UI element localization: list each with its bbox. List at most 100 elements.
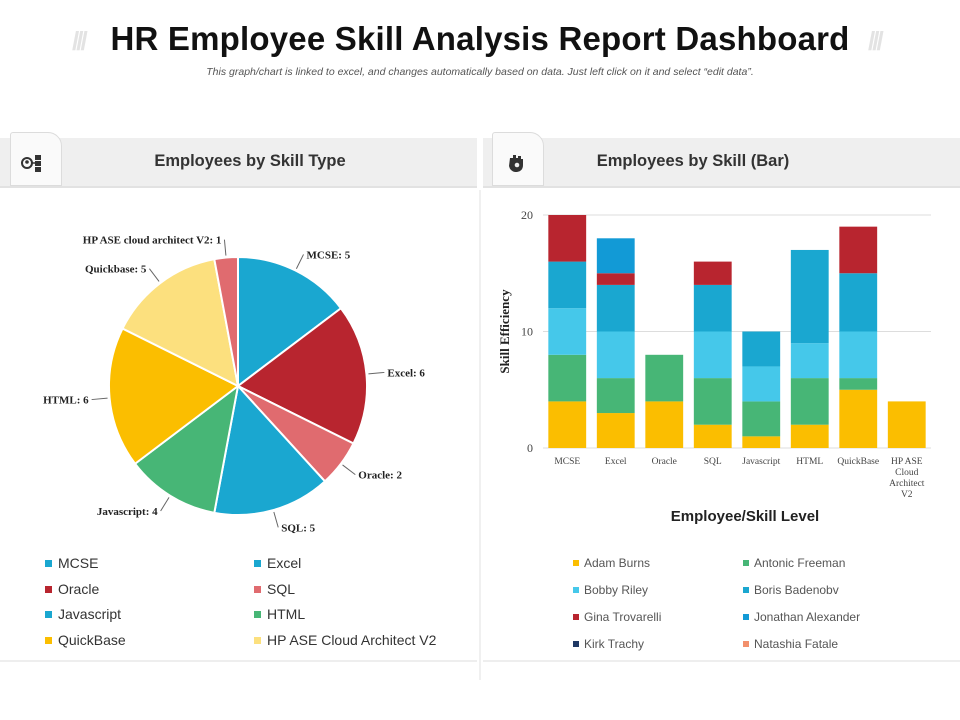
y-tick-label: 10 xyxy=(521,325,533,339)
bar-segment-sql-gina-trovarelli xyxy=(693,261,732,285)
legend-swatch xyxy=(254,611,261,618)
legend-label: SQL xyxy=(267,580,296,597)
legend-label: Bobby Riley xyxy=(584,583,649,597)
title-decoration-left: /// xyxy=(72,26,88,56)
bar-segment-quickbase-gina-trovarelli xyxy=(839,226,878,274)
legend-swatch xyxy=(573,614,579,620)
legend-label: Boris Badenobv xyxy=(754,583,839,597)
legend-label: HTML xyxy=(267,606,306,622)
legend-swatch xyxy=(45,560,52,567)
x-tick-label-quickbase: QuickBase xyxy=(837,457,879,467)
legend-label: Javascript xyxy=(58,606,122,622)
bar-segment-mcse-adam-burns xyxy=(548,401,587,448)
pie-label-hp-ase-cloud-architect-v2: HP ASE cloud architect V2: 1 xyxy=(83,235,222,247)
legend-swatch xyxy=(743,614,749,620)
bar-segment-javascript-antonic-freeman xyxy=(742,401,781,437)
skill-bar-panel-title: Employees by Skill (Bar) xyxy=(596,152,790,170)
skill-bar-chart: 0 10 20 Skill Efficiency MCSE Excel Oracle SQL J… xyxy=(497,208,931,500)
legend-label: Jonathan Alexander xyxy=(754,610,861,624)
legend-label: Kirk Trachy xyxy=(584,637,645,651)
bar-x-axis-title: Employee/Skill Level xyxy=(670,508,820,525)
pie-leader-line xyxy=(368,371,385,375)
legend-label: Gina Trovarelli xyxy=(584,610,662,624)
legend-swatch xyxy=(743,641,749,647)
x-tick-label-excel: Excel xyxy=(605,457,627,467)
legend-swatch xyxy=(254,636,261,644)
skill-bar-panel-tab xyxy=(492,132,544,186)
bar-segment-hp-ase-cloud-architect-v2-adam-burns xyxy=(887,401,926,448)
pie-leader-line xyxy=(149,268,160,282)
bar-segment-mcse-gina-trovarelli xyxy=(548,215,587,262)
legend-label: Antonic Freeman xyxy=(754,556,846,570)
x-tick-label-sql: SQL xyxy=(704,457,722,467)
bar-segment-html-antonic-freeman xyxy=(790,378,829,425)
bar-segment-html-boris-badenobv xyxy=(790,249,829,344)
legend-swatch xyxy=(45,585,52,593)
left-panel-bottom-border xyxy=(0,660,477,662)
bar-segment-excel-boris-badenobv xyxy=(596,284,635,332)
bar-segment-html-bobby-riley xyxy=(790,343,829,379)
skill-type-panel-title: Employees by Skill Type xyxy=(154,152,346,170)
legend-swatch xyxy=(254,585,261,593)
pie-leader-line xyxy=(223,239,227,256)
legend-label: Excel xyxy=(267,555,302,571)
pie-label-javascript: Javascript: 4 xyxy=(97,506,158,518)
pie-label-quickbase: Quickbase: 5 xyxy=(85,264,147,276)
bar-segment-quickbase-antonic-freeman xyxy=(839,378,878,390)
y-tick-label: 20 xyxy=(521,208,533,222)
bar-segment-mcse-bobby-riley xyxy=(548,308,587,355)
pie-label-sql: SQL: 5 xyxy=(281,522,315,534)
bar-segment-html-adam-burns xyxy=(790,424,829,448)
legend-swatch xyxy=(743,560,749,566)
bar-segment-javascript-adam-burns xyxy=(742,436,781,448)
people-org-icon xyxy=(18,148,48,178)
bar-segment-excel-gina-trovarelli xyxy=(596,273,635,285)
bar-segment-sql-antonic-freeman xyxy=(693,378,732,425)
x-tick-label-mcse: MCSE xyxy=(554,457,580,467)
pie-leader-line xyxy=(342,464,356,475)
bar-segment-mcse-antonic-freeman xyxy=(548,354,587,402)
pie-slice-quickbase xyxy=(121,258,240,388)
legend-label: Adam Burns xyxy=(584,556,651,570)
y-axis-title: Skill Efficiency xyxy=(497,289,512,374)
pie-label-html: HTML: 6 xyxy=(43,395,89,407)
pie-slice-sql xyxy=(213,383,327,516)
pie-slice-mcse xyxy=(237,255,343,389)
legend-swatch xyxy=(743,587,749,593)
panel-divider xyxy=(479,190,481,680)
bar-segment-excel-jonathan-alexander xyxy=(596,238,635,274)
legend-label: Natashia Fatale xyxy=(754,637,839,651)
bar-segment-mcse-boris-badenobv xyxy=(548,261,587,309)
legend-swatch xyxy=(45,611,52,618)
y-tick-label: 0 xyxy=(527,441,533,455)
pie-slice-javascript xyxy=(133,383,240,514)
pie-leader-line xyxy=(91,397,108,401)
bar-segment-javascript-bobby-riley xyxy=(742,366,781,402)
bar-segment-excel-antonic-freeman xyxy=(596,378,635,414)
legend-swatch xyxy=(254,560,261,567)
legend-swatch xyxy=(45,636,52,644)
bar-segment-quickbase-adam-burns xyxy=(839,389,878,448)
legend-label: MCSE xyxy=(58,555,99,571)
x-tick-label-html: HTML xyxy=(796,457,823,467)
skill-type-panel-header xyxy=(0,138,477,188)
bar-segment-oracle-adam-burns xyxy=(645,401,684,448)
pie-slice-html xyxy=(108,327,240,466)
legend-swatch xyxy=(573,560,579,566)
bar-segment-oracle-antonic-freeman xyxy=(645,354,684,402)
x-tick-label-hp-ase-cloud-architect-v2: HP ASE Cloud Architect V2 xyxy=(889,457,925,500)
bar-segment-javascript-boris-badenobv xyxy=(742,331,781,367)
legend-swatch xyxy=(573,641,579,647)
right-panel-bottom-border xyxy=(483,660,960,662)
bar-segment-sql-bobby-riley xyxy=(693,331,732,379)
pie-label-excel: Excel: 6 xyxy=(387,367,425,379)
skill-bar-panel-header xyxy=(483,138,960,188)
pie-label-mcse: MCSE: 5 xyxy=(307,249,351,261)
pie-slice-hp-ase-cloud-architect-v2 xyxy=(213,255,239,387)
pie-leader-line xyxy=(160,497,170,512)
pie-label-oracle: Oracle: 2 xyxy=(358,470,402,482)
legend-label: HP ASE Cloud Architect V2 xyxy=(267,631,437,648)
legend-label: Oracle xyxy=(58,580,100,597)
pie-leader-line xyxy=(295,254,304,269)
bar-segment-excel-adam-burns xyxy=(596,413,635,448)
